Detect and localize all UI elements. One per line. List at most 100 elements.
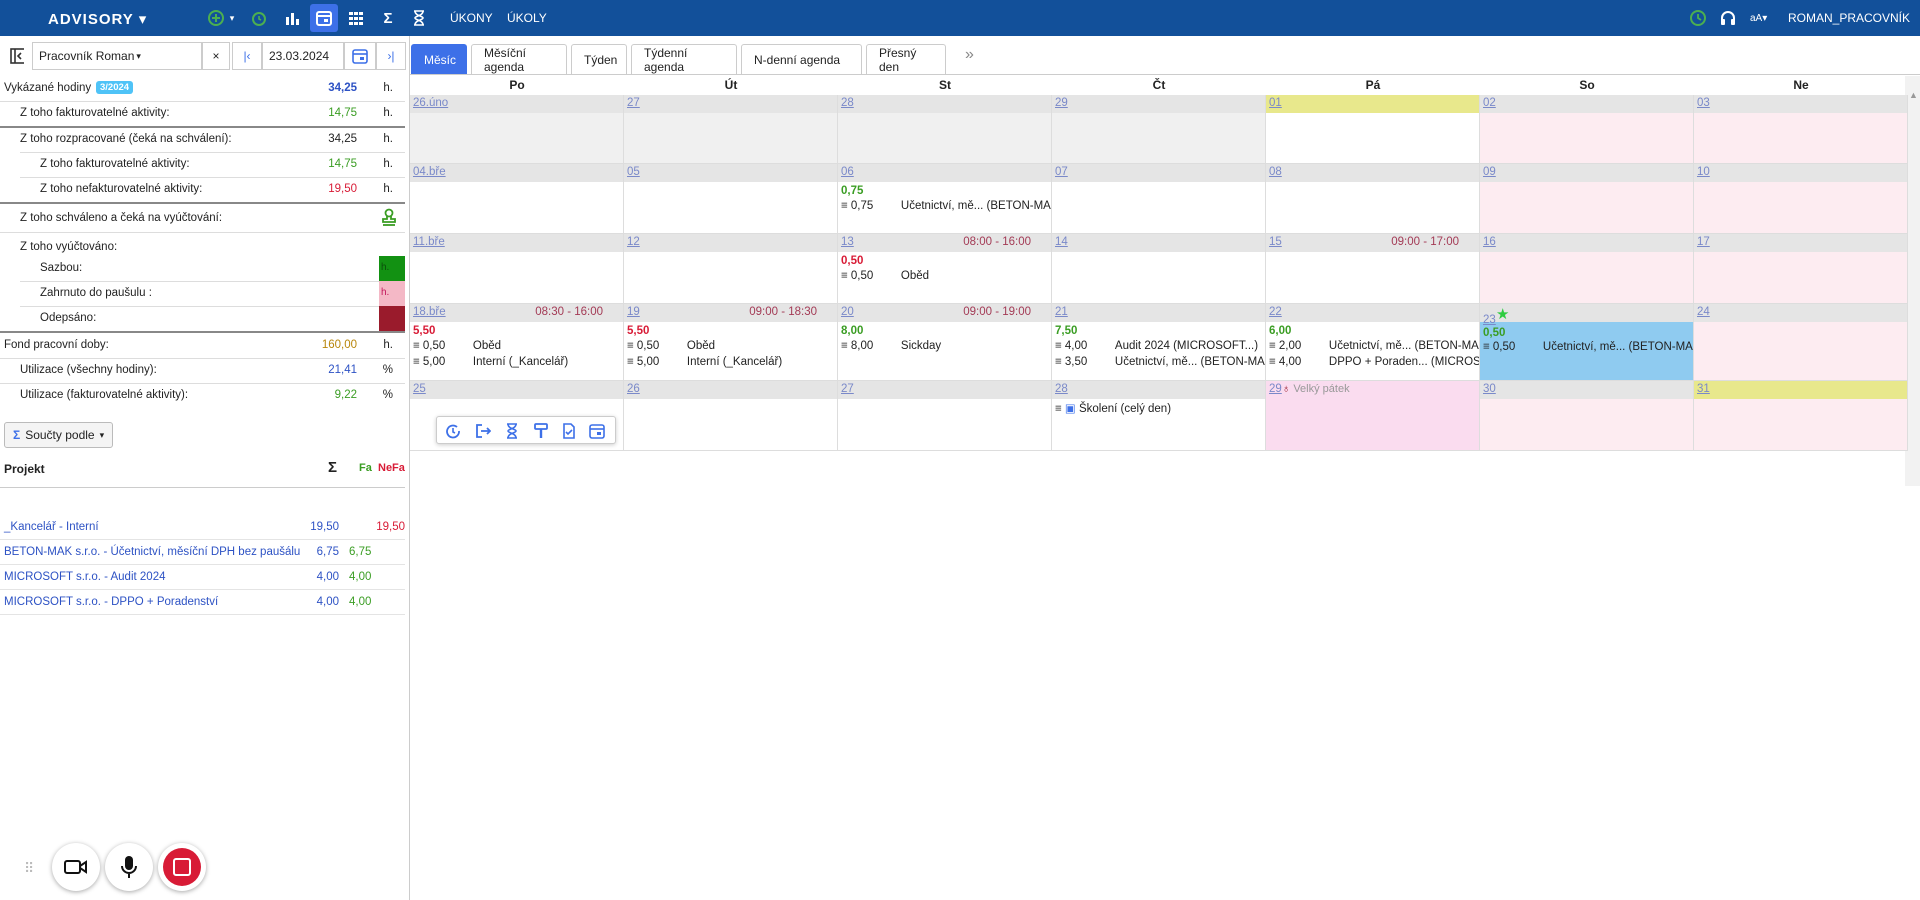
clear-worker-button[interactable]: ×: [202, 42, 230, 70]
tab-měsíční-agenda[interactable]: Měsíční agenda: [471, 44, 567, 74]
project-row[interactable]: MICROSOFT s.r.o. - DPPO + Poradenství 4,0…: [0, 590, 405, 615]
day-number[interactable]: 27: [841, 383, 854, 395]
calendar-day-cell[interactable]: 27: [838, 381, 1052, 451]
drag-handle-icon[interactable]: ⠿: [24, 860, 34, 876]
calendar-day-cell[interactable]: 30: [1480, 381, 1694, 451]
calendar-day-cell[interactable]: 22 6,00 ≡ 2,00 Účetnictví, mě... (BETON-MAK…: [1266, 304, 1480, 381]
day-number[interactable]: 15: [1269, 236, 1282, 248]
calendar-day-cell[interactable]: 31: [1694, 381, 1908, 451]
worker-select[interactable]: Pracovník Roman ▾: [32, 42, 202, 70]
calendar-day-cell[interactable]: 05: [624, 164, 838, 234]
day-number[interactable]: 24: [1697, 306, 1710, 318]
hourglass-icon[interactable]: [408, 7, 430, 29]
calendar-day-cell[interactable]: 27: [624, 95, 838, 164]
tab-přesný-den[interactable]: Přesný den: [866, 44, 946, 74]
chevron-down-icon[interactable]: ▾: [229, 12, 235, 23]
clock-icon[interactable]: [1687, 7, 1709, 29]
microphone-button[interactable]: [105, 843, 153, 891]
day-number[interactable]: 29: [1269, 383, 1282, 395]
day-number[interactable]: 14: [1055, 236, 1068, 248]
calendar-day-cell[interactable]: 17: [1694, 234, 1908, 304]
day-number[interactable]: 03: [1697, 97, 1710, 109]
calendar-day-cell[interactable]: 26.úno: [410, 95, 624, 164]
project-row[interactable]: BETON-MAK s.r.o. - Účetnictví, měsíční D…: [0, 540, 405, 565]
headset-icon[interactable]: [1717, 7, 1739, 29]
tab-měsíc[interactable]: Měsíc: [411, 44, 467, 74]
day-number[interactable]: 05: [627, 166, 640, 178]
calendar-day-cell[interactable]: 20 09:00 - 19:00 8,00 ≡ 8,00 Sickday: [838, 304, 1052, 381]
calendar-day-cell[interactable]: 16: [1480, 234, 1694, 304]
project-row[interactable]: _Kancelář - Interní 19,50 19,50: [0, 515, 405, 540]
day-number[interactable]: 08: [1269, 166, 1282, 178]
calendar-event[interactable]: ≡ 0,50 Účetnictví, mě... (BETON-MAK): [1483, 341, 1693, 353]
calendar-add-icon[interactable]: [589, 423, 605, 442]
calendar-day-cell[interactable]: 03: [1694, 95, 1908, 164]
calendar-day-cell[interactable]: 26: [624, 381, 838, 451]
calendar-day-cell[interactable]: 06 0,75 ≡ 0,75 Účetnictví, mě... (BETON-MAK…: [838, 164, 1052, 234]
calendar-day-cell[interactable]: 19 09:00 - 18:30 5,50 ≡ 0,50 Oběd ≡ 5,00 Inter…: [624, 304, 838, 381]
day-number[interactable]: 12: [627, 236, 640, 248]
camera-button[interactable]: [52, 843, 100, 891]
allday-event[interactable]: ≡ ▣ Školení (celý den): [1055, 401, 1171, 415]
day-number[interactable]: 27: [627, 97, 640, 109]
calendar-event[interactable]: ≡ 4,00 Audit 2024 (MICROSOFT...): [1055, 340, 1265, 352]
document-check-icon[interactable]: [561, 423, 577, 442]
calendar-icon[interactable]: [310, 4, 338, 32]
day-number[interactable]: 04.bře: [413, 166, 446, 178]
day-number[interactable]: 22: [1269, 306, 1282, 318]
paint-roller-icon[interactable]: [533, 423, 549, 442]
calendar-day-cell[interactable]: 14: [1052, 234, 1266, 304]
calendar-event[interactable]: ≡ 0,50 Oběd: [413, 340, 623, 352]
calendar-day-cell[interactable]: 09: [1480, 164, 1694, 234]
chart-icon[interactable]: [281, 7, 303, 29]
calendar-day-cell[interactable]: 12: [624, 234, 838, 304]
day-number[interactable]: 19: [627, 306, 640, 318]
calendar-event[interactable]: ≡ 8,00 Sickday: [841, 340, 1051, 352]
prev-period-button[interactable]: |‹: [232, 42, 262, 70]
scrollbar[interactable]: ▲: [1905, 76, 1920, 486]
project-row[interactable]: MICROSOFT s.r.o. - Audit 2024 4,00 4,00: [0, 565, 405, 590]
day-number[interactable]: 01: [1269, 97, 1282, 109]
date-input[interactable]: 23.03.2024: [262, 42, 344, 70]
calendar-day-cell[interactable]: 11.bře: [410, 234, 624, 304]
nav-ukony[interactable]: ÚKONY: [450, 11, 493, 25]
calendar-day-cell[interactable]: 21 7,50 ≡ 4,00 Audit 2024 (MICROSOFT...) ≡ 3…: [1052, 304, 1266, 381]
sigma-icon[interactable]: Σ: [383, 9, 393, 27]
stop-recording-button[interactable]: [158, 843, 206, 891]
calendar-event[interactable]: ≡ 4,00 DPPO + Poraden... (MICROSOFT): [1269, 356, 1479, 368]
date-picker-icon[interactable]: [344, 42, 376, 70]
day-number[interactable]: 26: [627, 383, 640, 395]
grid-icon[interactable]: [345, 7, 367, 29]
calendar-day-cell[interactable]: 28: [838, 95, 1052, 164]
tab-týden[interactable]: Týden: [571, 44, 627, 74]
calendar-day-cell[interactable]: 23 ★ 0,50 ≡ 0,50 Účetnictví, mě... (BETON-MA…: [1480, 304, 1694, 381]
add-icon[interactable]: [205, 7, 227, 29]
calendar-day-cell[interactable]: 04.bře: [410, 164, 624, 234]
next-period-button[interactable]: ›|: [376, 42, 406, 70]
calendar-event[interactable]: ≡ 5,00 Interní (_Kancelář): [627, 356, 837, 368]
day-number[interactable]: 30: [1483, 383, 1496, 395]
user-menu[interactable]: ROMAN_PRACOVNÍK: [1788, 11, 1911, 25]
day-number[interactable]: 23: [1483, 314, 1496, 326]
calendar-day-cell[interactable]: 13 08:00 - 16:00 0,50 ≡ 0,50 Oběd: [838, 234, 1052, 304]
tab-týdenní-agenda[interactable]: Týdenní agenda: [631, 44, 737, 74]
timer-icon[interactable]: [445, 423, 461, 442]
day-number[interactable]: 28: [1055, 383, 1068, 395]
day-number[interactable]: 13: [841, 236, 854, 248]
font-size-toggle[interactable]: aA▾: [1750, 13, 1767, 24]
star-icon[interactable]: ★: [1496, 306, 1510, 323]
day-number[interactable]: 18.bře: [413, 306, 446, 318]
calendar-event[interactable]: ≡ 0,50 Oběd: [841, 270, 1051, 282]
day-number[interactable]: 29: [1055, 97, 1068, 109]
day-number[interactable]: 31: [1697, 383, 1710, 395]
calendar-day-cell[interactable]: 07: [1052, 164, 1266, 234]
day-number[interactable]: 07: [1055, 166, 1068, 178]
timer-icon[interactable]: [248, 7, 270, 29]
day-number[interactable]: 21: [1055, 306, 1068, 318]
day-number[interactable]: 02: [1483, 97, 1496, 109]
day-number[interactable]: 17: [1697, 236, 1710, 248]
nav-ukoly[interactable]: ÚKOLY: [507, 11, 547, 25]
hourglass-icon[interactable]: [505, 423, 519, 442]
day-number[interactable]: 10: [1697, 166, 1710, 178]
sums-by-button[interactable]: Σ Součty podle ▾: [4, 422, 114, 448]
